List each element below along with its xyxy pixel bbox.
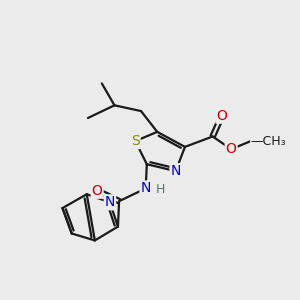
Text: O: O	[226, 142, 237, 156]
Text: H: H	[156, 183, 165, 196]
Text: O: O	[92, 184, 103, 198]
Text: N: N	[105, 195, 115, 209]
Text: S: S	[131, 134, 140, 148]
Text: —CH₃: —CH₃	[251, 135, 286, 148]
Text: N: N	[140, 182, 151, 196]
Text: O: O	[217, 109, 227, 123]
Text: N: N	[170, 164, 181, 178]
